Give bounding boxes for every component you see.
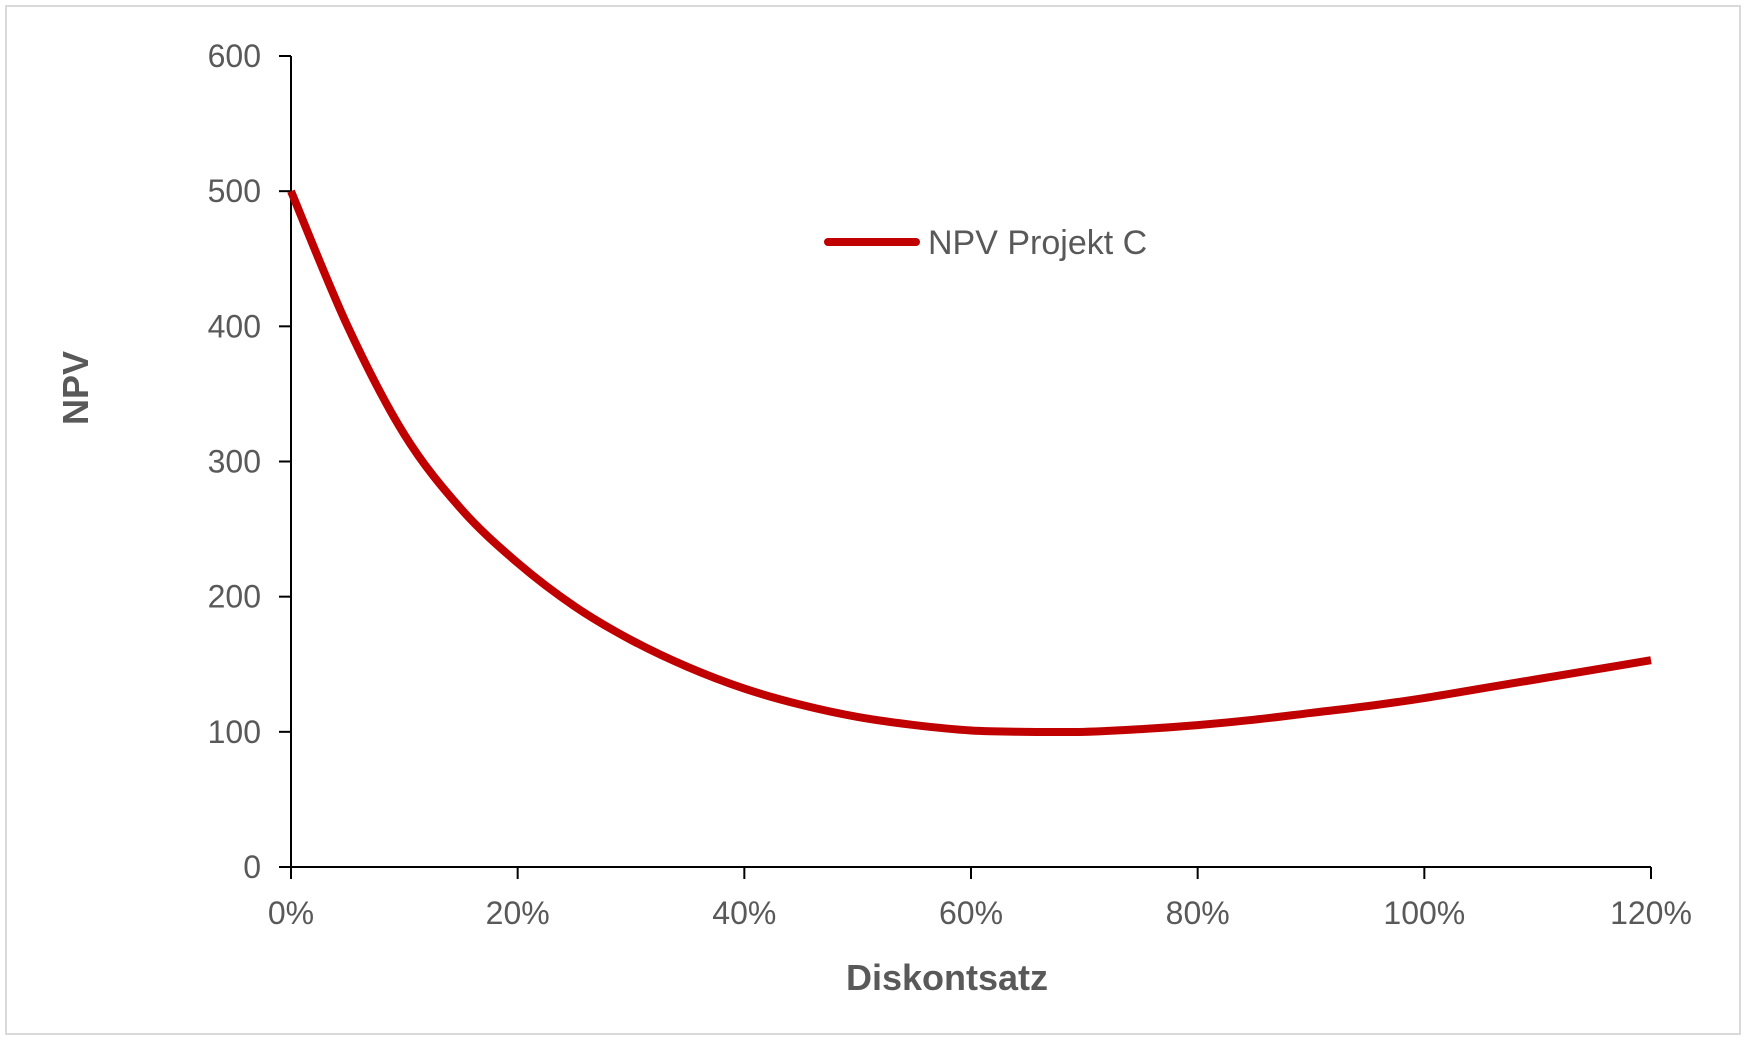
x-tick-label: 60% bbox=[939, 895, 1003, 931]
ticks: 0 100 200 300 400 500 600 0% 20% 40% 60% 80% 100% 120… bbox=[208, 38, 1692, 931]
y-tick-label: 600 bbox=[208, 38, 261, 74]
y-tick-label: 400 bbox=[208, 308, 261, 344]
x-tick-label: 120% bbox=[1610, 895, 1692, 931]
axes bbox=[290, 56, 1651, 868]
y-tick-label: 300 bbox=[208, 444, 261, 480]
legend-label: NPV Projekt C bbox=[928, 224, 1147, 262]
y-tick-label: 100 bbox=[208, 714, 261, 750]
x-tick-label: 0% bbox=[268, 895, 314, 931]
y-tick-label: 200 bbox=[208, 579, 261, 615]
x-tick-label: 80% bbox=[1166, 895, 1230, 931]
legend: NPV Projekt C bbox=[824, 224, 1147, 262]
x-tick-label: 20% bbox=[486, 895, 550, 931]
chart-frame bbox=[5, 5, 1741, 1035]
y-tick-label: 0 bbox=[243, 849, 261, 885]
x-tick-label: 40% bbox=[712, 895, 776, 931]
y-tick-label: 500 bbox=[208, 173, 261, 209]
x-axis-title: Diskontsatz bbox=[846, 957, 1048, 998]
series-line-npv-projekt-c bbox=[287, 189, 1652, 737]
y-axis-title: NPV bbox=[55, 351, 96, 425]
series-layer bbox=[287, 189, 1652, 737]
x-tick-label: 100% bbox=[1383, 895, 1465, 931]
